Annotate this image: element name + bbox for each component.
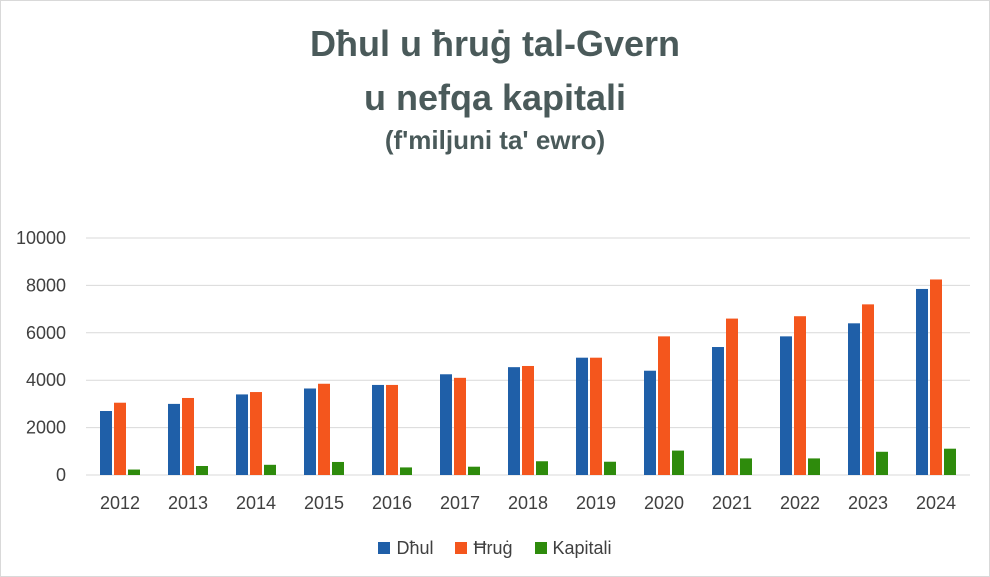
x-tick-label: 2021	[712, 493, 752, 513]
bar-kapitali-2023	[876, 451, 888, 475]
bar-ru-2017	[454, 377, 466, 475]
bar-ru-2012	[114, 402, 126, 475]
x-tick-label: 2017	[440, 493, 480, 513]
bar-kapitali-2021	[740, 458, 752, 475]
x-tick-label: 2024	[916, 493, 956, 513]
x-tick-label: 2016	[372, 493, 412, 513]
bar-ru-2018	[522, 365, 534, 475]
y-axis-labels: 0 2000 4000 6000 8000 10000	[16, 228, 66, 485]
legend-swatch-kapitali	[534, 542, 547, 554]
x-tick-label: 2012	[100, 493, 140, 513]
x-tick-label: 2014	[236, 493, 276, 513]
x-tick-label: 2019	[576, 493, 616, 513]
x-tick-label: 2022	[780, 493, 820, 513]
bar-dul-2021	[712, 347, 724, 475]
bar-kapitali-2012	[128, 469, 140, 475]
bar-dul-2020	[644, 370, 656, 475]
bar-kapitali-2018	[536, 461, 548, 475]
bar-ru-2013	[182, 397, 194, 475]
legend-label-hrug: Ħruġ	[473, 537, 513, 558]
bar-ru-2023	[862, 304, 874, 475]
bar-kapitali-2022	[808, 458, 820, 475]
legend-item-hrug: Ħruġ	[455, 537, 513, 559]
bar-dul-2015	[304, 388, 316, 475]
bar-dul-2017	[440, 374, 452, 475]
legend-swatch-hrug	[455, 542, 468, 554]
y-tick-label: 6000	[26, 323, 66, 343]
bar-dul-2022	[780, 336, 792, 475]
bar-ru-2019	[590, 357, 602, 475]
chart-title-line2: u nefqa kapitali	[363, 77, 627, 118]
bar-kapitali-2024	[944, 448, 956, 475]
bar-kapitali-2014	[264, 464, 276, 475]
chart-title: Dħul u ħruġ tal-Gvern	[309, 23, 680, 64]
y-tick-label: 10000	[16, 228, 66, 248]
bar-dul-2024	[916, 288, 928, 475]
bar-ru-2015	[318, 383, 330, 475]
bar-dul-2019	[576, 357, 588, 475]
x-axis-labels: 2012 2013 2014 2015 2016 2017 2018 2019 2020 2021…	[100, 493, 956, 513]
bar-kapitali-2020	[672, 450, 684, 475]
x-tick-label: 2020	[644, 493, 684, 513]
bar-ru-2024	[930, 279, 942, 475]
bars	[100, 279, 956, 475]
bar-kapitali-2017	[468, 466, 480, 475]
y-tick-label: 0	[56, 465, 66, 485]
bar-dul-2023	[848, 323, 860, 475]
x-tick-label: 2023	[848, 493, 888, 513]
bar-dul-2016	[372, 384, 384, 475]
y-tick-label: 8000	[26, 275, 66, 295]
x-tick-label: 2018	[508, 493, 548, 513]
bar-kapitali-2019	[604, 461, 616, 475]
bar-ru-2016	[386, 384, 398, 475]
bar-kapitali-2016	[400, 467, 412, 475]
legend-item-dhul: Dħul	[378, 538, 433, 559]
legend-swatch-dhul	[378, 542, 391, 554]
bar-kapitali-2015	[332, 461, 344, 475]
bar-ru-2020	[658, 336, 670, 475]
x-tick-label: 2013	[168, 493, 208, 513]
bar-dul-2013	[168, 403, 180, 475]
bar-kapitali-2013	[196, 465, 208, 475]
bar-dul-2012	[100, 411, 112, 475]
legend-label-dhul: Dħul	[396, 537, 434, 558]
y-tick-label: 2000	[26, 418, 66, 438]
bar-ru-2021	[726, 318, 738, 475]
chart-subtitle: (f'miljuni ta' ewro)	[384, 125, 606, 155]
legend-label-kapitali: Kapitali	[552, 537, 612, 558]
y-tick-label: 4000	[26, 370, 66, 390]
x-tick-label: 2015	[304, 493, 344, 513]
legend-item-kapitali: Kapitali	[534, 537, 612, 559]
bar-dul-2014	[236, 394, 248, 475]
bar-ru-2022	[794, 316, 806, 475]
bar-dul-2018	[508, 367, 520, 475]
bar-ru-2014	[250, 392, 262, 475]
legend: Dħul Ħruġ Kapitali	[0, 536, 990, 560]
